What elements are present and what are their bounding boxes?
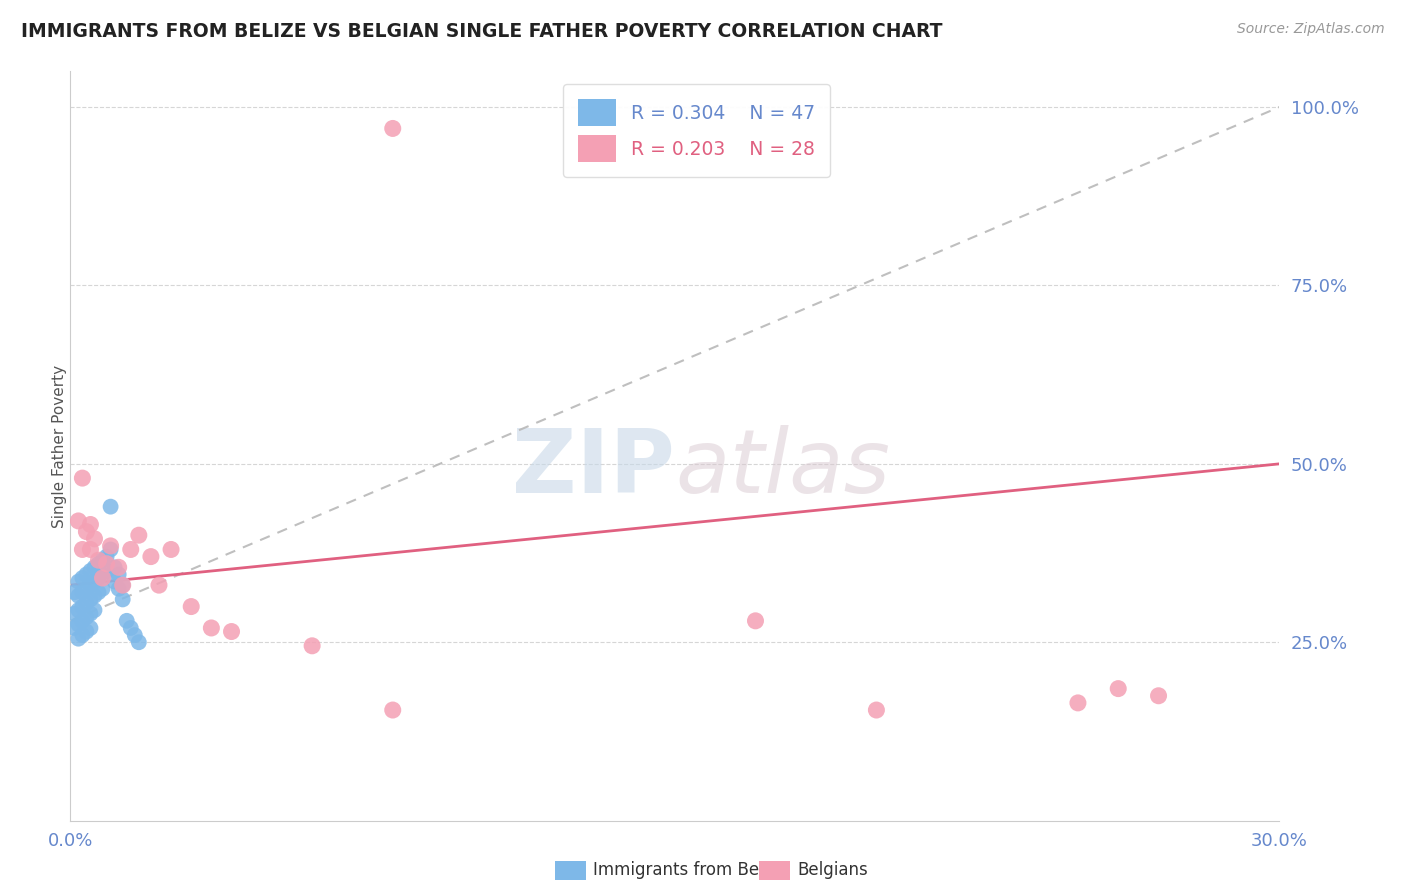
Point [75,610,97,624]
Text: Immigrants from Belize: Immigrants from Belize [593,861,787,879]
Point [79,578,101,592]
Point [63,607,86,621]
Point [63,621,86,635]
Point [200,621,222,635]
Point [111,592,134,607]
Point [75,624,97,639]
Point [124,628,146,642]
Text: Belgians: Belgians [797,861,868,879]
Point [87,557,110,571]
Point [1067,696,1090,710]
Point [120,542,142,557]
Point [72,542,94,557]
Point [381,703,404,717]
Point [67,617,90,632]
Point [67,589,90,603]
Point [139,549,162,564]
Point [83,532,105,546]
Point [91,571,114,585]
Point [63,585,86,599]
Point [96,549,118,564]
Point [744,614,766,628]
Point [83,574,105,589]
Point [79,542,101,557]
Point [381,121,404,136]
Point [67,574,90,589]
Point [107,582,129,596]
Legend: R = 0.304    N = 47, R = 0.203    N = 28: R = 0.304 N = 47, R = 0.203 N = 28 [564,85,830,177]
Point [100,539,122,553]
Point [160,542,183,557]
Point [72,571,94,585]
Point [91,553,114,567]
Text: ZIP: ZIP [512,425,675,512]
Point [87,585,110,599]
Point [111,578,134,592]
Point [107,567,129,582]
Point [72,599,94,614]
Point [100,500,122,514]
Point [67,603,90,617]
Point [72,585,94,599]
Text: Source: ZipAtlas.com: Source: ZipAtlas.com [1237,22,1385,37]
Point [128,528,150,542]
Point [148,578,170,592]
Point [75,524,97,539]
Point [83,560,105,574]
Point [111,578,134,592]
Point [91,567,114,582]
Point [79,607,101,621]
Point [221,624,243,639]
Point [67,632,90,646]
Point [75,582,97,596]
Point [96,557,118,571]
Point [104,560,127,574]
Point [115,614,138,628]
Point [107,560,129,574]
Point [1107,681,1129,696]
Point [75,567,97,582]
Point [128,635,150,649]
Point [120,621,142,635]
Point [72,628,94,642]
Y-axis label: Single Father Poverty: Single Father Poverty [52,365,66,527]
Point [83,603,105,617]
Point [91,582,114,596]
Point [96,564,118,578]
Point [100,542,122,557]
Point [83,589,105,603]
Point [865,703,887,717]
Point [180,599,202,614]
Text: atlas: atlas [675,425,890,511]
Point [72,614,94,628]
Point [79,592,101,607]
Point [1147,689,1170,703]
Text: IMMIGRANTS FROM BELIZE VS BELGIAN SINGLE FATHER POVERTY CORRELATION CHART: IMMIGRANTS FROM BELIZE VS BELGIAN SINGLE… [21,22,942,41]
Point [104,574,127,589]
Point [79,621,101,635]
Point [79,517,101,532]
Point [67,514,90,528]
Point [75,596,97,610]
Point [72,471,94,485]
Point [301,639,323,653]
Point [79,564,101,578]
Point [87,571,110,585]
Point [87,553,110,567]
